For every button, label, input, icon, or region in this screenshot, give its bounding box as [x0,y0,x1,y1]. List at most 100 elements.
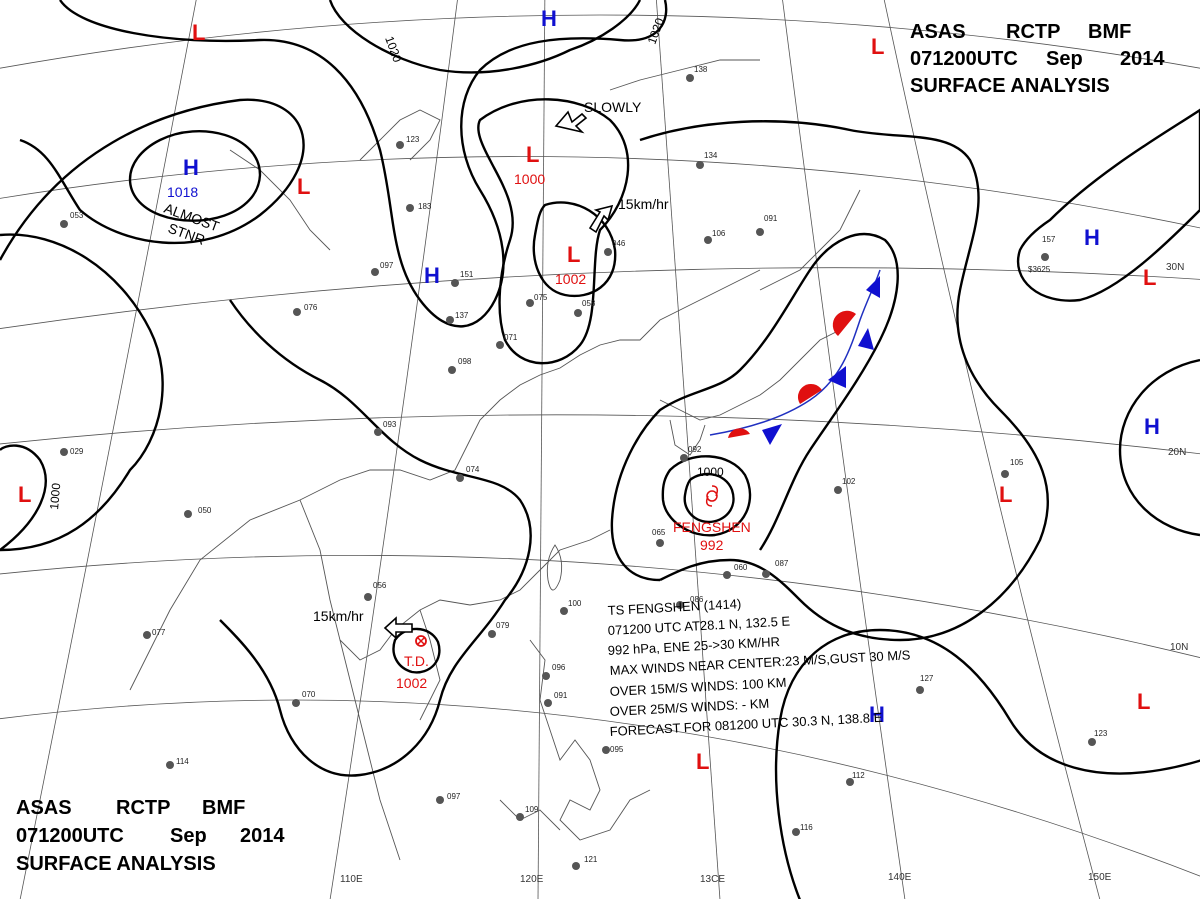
td-label: T.D. [404,653,429,669]
header-product: ASAS [16,797,72,819]
station-value: 056 [373,581,387,590]
station-marker: 093 [374,420,397,436]
station-marker: 109 [516,805,539,821]
station-value: 086 [690,595,704,604]
low-center: L [999,482,1012,507]
lat-label: 20N [1168,447,1186,458]
pressure-centers: L H L H 1018 L L 1000 L 1002 H H L H L L L … [18,6,1160,774]
station-value: 106 [712,229,726,238]
motion-label: 15km/hr [313,608,364,624]
station-marker: 071 [496,333,518,349]
latitude-labels: 30N 20N 10N [1166,262,1188,653]
header-type: BMF [202,797,245,819]
station-marker: 091 [756,214,778,236]
station-value: 123 [1094,729,1108,738]
high-letter: H [1084,225,1100,250]
station-marker: 138 [686,65,708,82]
station-marker: 029 [60,447,84,456]
warm-front-symbol [728,428,750,438]
station-value: 095 [610,745,624,754]
high-letter: H [869,702,885,727]
low-center: L [1143,265,1156,290]
high-value: 1018 [167,184,198,200]
station-value: 138 [694,65,708,74]
station-value: 097 [380,261,394,270]
header-time: 071200UTC [910,48,1018,70]
station-value: 100 [568,599,582,608]
lon-label: 13CE [700,874,725,885]
station-marker: 096 [542,663,566,680]
station-value: 134 [704,151,718,160]
low-center: L 1002 [555,242,586,287]
station-marker: 086 [676,595,704,609]
coastlines [129,59,861,861]
station-value: 096 [552,663,566,672]
storm-info-line: OVER 25M/S WINDS: - KM [609,696,769,719]
station-value: 029 [70,447,84,456]
station-marker: 114 [166,757,189,769]
storm-info: TS FENGSHEN (1414) 071200 UTC AT28.1 N, … [607,596,911,739]
station-marker: 058 [574,299,596,317]
header-month: Sep [1046,48,1083,70]
station-marker: 075 [526,293,548,307]
header-time: 071200UTC [16,825,124,847]
storm-info-line: TS FENGSHEN (1414) [607,596,741,618]
high-center: H [1144,414,1160,439]
motion-label: 15km/hr [618,196,669,212]
header-month: Sep [170,825,207,847]
station-marker: 056 [364,581,387,601]
lat-label: 30N [1166,262,1184,273]
station-marker: 077 [143,628,166,639]
station-marker: 151 [451,270,474,287]
station-marker: 065 [652,528,666,547]
station-value: 112 [852,771,865,780]
station-value: 093 [383,420,397,429]
header-type: BMF [1088,21,1131,43]
low-letter: L [696,749,709,774]
station-marker: 157 $3625 [1028,235,1056,274]
station-value: 123 [406,135,420,144]
station-value: 097 [447,792,461,801]
station-marker: 076 [293,303,318,316]
station-value: 102 [842,477,856,486]
station-marker: 087 [762,559,789,578]
station-marker: 112 [846,771,865,786]
isobar-label: 1000 [47,482,63,510]
station-value: 087 [775,559,789,568]
high-letter: H [183,155,199,180]
station-marker: 046 [604,239,626,256]
header-year: 2014 [1120,48,1165,70]
lon-label: 140E [888,872,912,883]
station-value: 109 [525,805,539,814]
station-value: 058 [582,299,596,308]
high-center: H [424,263,440,288]
station-marker: 106 [704,229,726,244]
header-title: SURFACE ANALYSIS [910,75,1110,97]
low-value: 1000 [514,171,545,187]
low-center: L [192,20,205,45]
station-value: $3625 [1028,265,1051,274]
low-center: L [1137,689,1150,714]
low-center: L [297,174,310,199]
station-value: 137 [455,311,469,320]
station-marker: 123 [1088,729,1108,746]
station-marker: 183 [406,202,432,212]
header-product: ASAS [910,21,966,43]
station-marker: 097 [371,261,394,276]
station-marker: 095 [602,745,624,754]
low-letter: L [871,34,884,59]
station-marker: 137 [446,311,469,324]
cold-front-symbol [828,366,846,388]
station-marker: 127 [916,674,934,694]
station-value: 121 [584,855,598,864]
motion-arrows [383,110,614,640]
header-year: 2014 [240,825,285,847]
cold-front-symbol [866,276,880,298]
typhoon-name: FENGSHEN [673,519,751,535]
low-letter: L [1143,265,1156,290]
station-marker: 053 [60,211,84,228]
station-value: 053 [70,211,84,220]
low-center: L [871,34,884,59]
